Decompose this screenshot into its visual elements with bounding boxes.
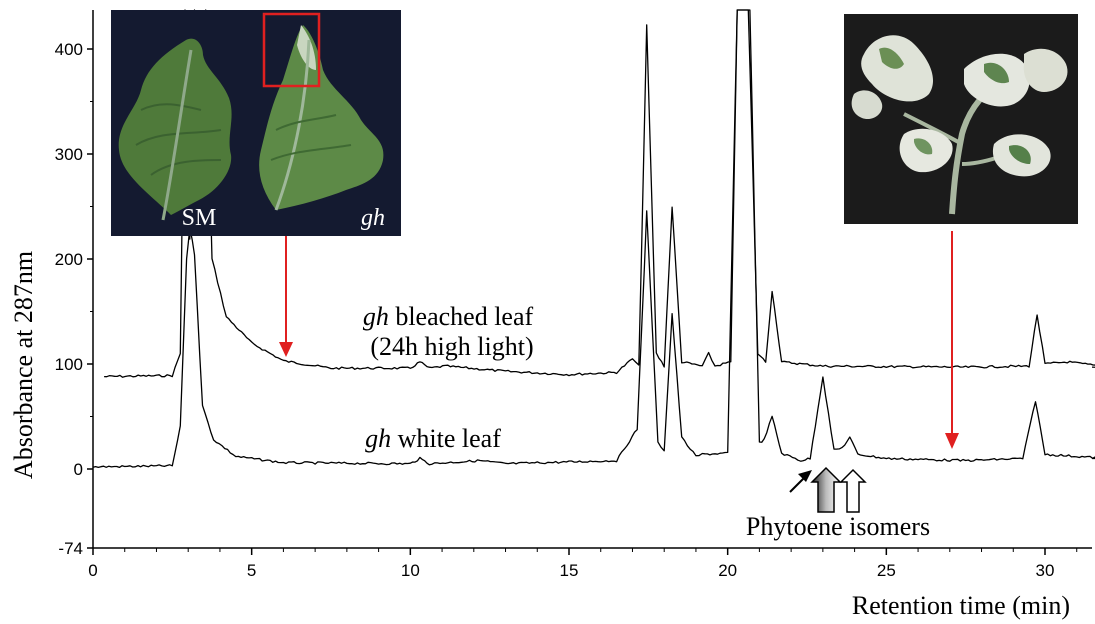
phytoene-block-arrow-2 xyxy=(839,468,867,513)
x-tick-label: 10 xyxy=(401,561,420,580)
leaf-comparison-photo: SM gh xyxy=(111,10,401,236)
axes: -74 0 100 200 300 400 0 5 10 15 20 25 30 xyxy=(55,10,1092,580)
series-label-bleached: gh bleached leaf xyxy=(363,302,534,331)
series-label-bleached-italic: gh xyxy=(363,302,389,331)
x-tick-label: 5 xyxy=(247,561,256,580)
x-tick-label: 25 xyxy=(877,561,896,580)
variegated-plant-photo xyxy=(844,14,1078,224)
y-axis-label: Absorbance at 287nm xyxy=(9,251,38,479)
series-label-white-italic: gh xyxy=(365,424,391,453)
photo-label-gh: gh xyxy=(361,205,385,231)
x-axis-label: Retention time (min) xyxy=(852,591,1070,620)
series-label-white: gh white leaf xyxy=(365,424,501,453)
y-tick-label: 0 xyxy=(74,460,83,479)
sm-leaf-image xyxy=(118,38,232,221)
phytoene-small-arrow xyxy=(789,470,812,493)
y-tick-label: 200 xyxy=(55,250,83,269)
trace-bleached-leaf xyxy=(104,9,1095,378)
phytoene-block-arrow-1 xyxy=(810,466,842,513)
series-label-bleached-rest: bleached leaf xyxy=(389,302,534,331)
y-tick-label: 300 xyxy=(55,145,83,164)
zoom-box xyxy=(262,12,321,88)
photo-label-sm: SM xyxy=(182,205,217,231)
series-label-bleached-line2: (24h high light) xyxy=(370,332,533,361)
chromatogram-traces xyxy=(92,9,1095,469)
y-tick-label: -74 xyxy=(58,539,83,558)
x-tick-label: 0 xyxy=(88,561,97,580)
x-tick-label: 15 xyxy=(560,561,579,580)
y-tick-label: 100 xyxy=(55,355,83,374)
x-tick-label: 20 xyxy=(718,561,737,580)
gh-leaf-image xyxy=(259,25,384,211)
series-label-white-rest: white leaf xyxy=(391,424,501,453)
trace-white-leaf xyxy=(92,9,1095,469)
phytoene-label: Phytoene isomers xyxy=(746,512,930,541)
variegated-leaves-image xyxy=(851,35,1068,215)
x-tick-label: 30 xyxy=(1036,561,1055,580)
red-arrow-photo2 xyxy=(945,231,959,449)
y-tick-label: 400 xyxy=(55,40,83,59)
